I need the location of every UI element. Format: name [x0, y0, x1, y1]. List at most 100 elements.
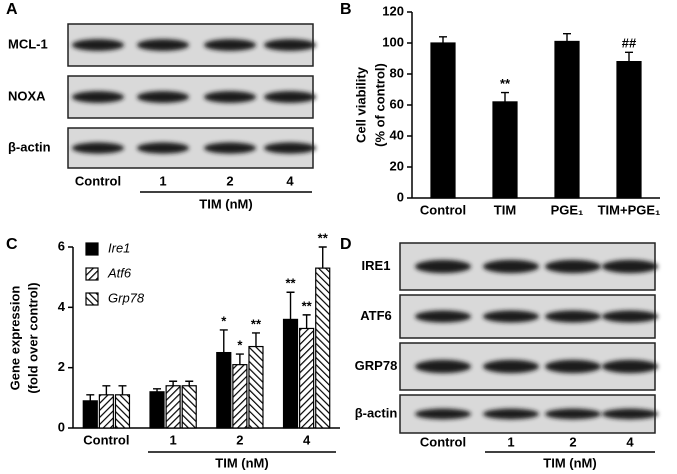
blot-band	[415, 259, 471, 274]
blot-row-label: β-actin	[8, 139, 51, 154]
error-bar	[169, 380, 178, 386]
blot-band	[72, 142, 124, 154]
x-tick-label: TIM	[494, 202, 516, 217]
error-bar	[251, 332, 260, 347]
bar	[82, 400, 98, 429]
error-bar	[219, 329, 228, 353]
bar	[114, 394, 131, 429]
bar	[554, 40, 580, 199]
error-bar	[102, 385, 111, 395]
y-tick-label: 40	[390, 127, 404, 142]
error-bar	[153, 388, 162, 392]
blot-xlabel: TIM (nM)	[543, 455, 596, 470]
y-axis-label: Gene expression	[7, 286, 22, 391]
blot-band	[415, 408, 471, 420]
significance-label: **	[500, 76, 511, 91]
blot-band	[602, 359, 658, 374]
bar	[315, 267, 331, 429]
blot-band	[415, 359, 471, 374]
y-tick-label: 60	[390, 96, 404, 111]
error-bar	[318, 246, 327, 269]
bar	[232, 364, 248, 429]
y-tick-label: 120	[382, 3, 404, 18]
bar	[149, 391, 165, 429]
panel-label: A	[6, 1, 18, 18]
blot-band	[545, 359, 601, 374]
blot-band	[204, 142, 256, 154]
blot-band	[602, 259, 658, 274]
blot-band	[483, 310, 539, 323]
blot-band	[137, 39, 189, 51]
blot-band	[602, 310, 658, 323]
blot-row-label: GRP78	[355, 358, 398, 373]
bar	[181, 385, 197, 429]
y-tick-label: 80	[390, 65, 404, 80]
significance-label: **	[251, 316, 262, 331]
legend-label: Atf6	[107, 265, 132, 280]
y-axis-label: Cell viability	[353, 66, 368, 143]
panel-label: D	[340, 236, 352, 253]
bar	[216, 351, 232, 429]
blot-band	[204, 39, 256, 51]
y-tick-label: 100	[382, 34, 404, 49]
lane-label: 4	[286, 173, 294, 188]
blot-band	[545, 408, 601, 420]
error-bar	[501, 91, 509, 102]
significance-label: **	[302, 298, 313, 313]
significance-label: ##	[622, 36, 637, 51]
blot-row-label: β-actin	[355, 405, 398, 420]
blot-band	[72, 39, 124, 51]
blot-xlabel: TIM (nM)	[199, 196, 252, 211]
lane-label: Control	[75, 173, 121, 188]
bar	[165, 385, 181, 429]
x-tick-label: 2	[236, 432, 243, 447]
x-tick-label: 4	[303, 432, 311, 447]
blot-band	[483, 259, 539, 274]
significance-label: **	[318, 230, 329, 245]
blot-row-label: NOXA	[8, 88, 46, 103]
panel-label: B	[340, 1, 352, 18]
error-bar	[286, 291, 295, 320]
legend-swatch	[85, 242, 99, 256]
blot-band	[545, 310, 601, 323]
panel-label: C	[6, 236, 18, 253]
blot-band	[204, 91, 256, 103]
blot-band	[483, 408, 539, 420]
blot-band	[483, 359, 539, 374]
blot-band	[415, 310, 471, 323]
blot-band	[137, 91, 189, 103]
blot-band	[137, 142, 189, 154]
blot-band	[72, 91, 124, 103]
bar	[282, 318, 299, 429]
error-bar	[235, 353, 244, 365]
x-tick-label: 1	[170, 432, 177, 447]
x-tick-label: Control	[420, 202, 466, 217]
blot-band	[602, 408, 658, 420]
error-bar	[185, 380, 194, 386]
significance-label: **	[285, 276, 296, 291]
error-bar	[439, 36, 447, 43]
error-bar	[563, 33, 571, 42]
legend-label: Ire1	[108, 240, 130, 255]
y-tick-label: 0	[58, 419, 65, 434]
blot-row-label: ATF6	[360, 308, 392, 323]
lane-label: 4	[626, 434, 634, 449]
y-axis-label: (% of control)	[372, 63, 387, 147]
bar	[248, 345, 264, 429]
lane-label: 1	[159, 173, 166, 188]
bar	[430, 42, 456, 199]
blot-row-label: IRE1	[362, 258, 391, 273]
bar	[98, 394, 114, 429]
x-tick-label: PGE₁	[551, 202, 584, 217]
bar	[492, 101, 518, 199]
y-tick-label: 6	[58, 238, 65, 253]
lane-label: Control	[420, 434, 466, 449]
bar	[616, 60, 642, 199]
lane-label: 2	[569, 434, 576, 449]
y-tick-label: 2	[58, 359, 65, 374]
blot-band	[264, 142, 316, 154]
legend-swatch	[85, 267, 99, 281]
blot-band	[264, 39, 316, 51]
lane-label: 1	[507, 434, 514, 449]
